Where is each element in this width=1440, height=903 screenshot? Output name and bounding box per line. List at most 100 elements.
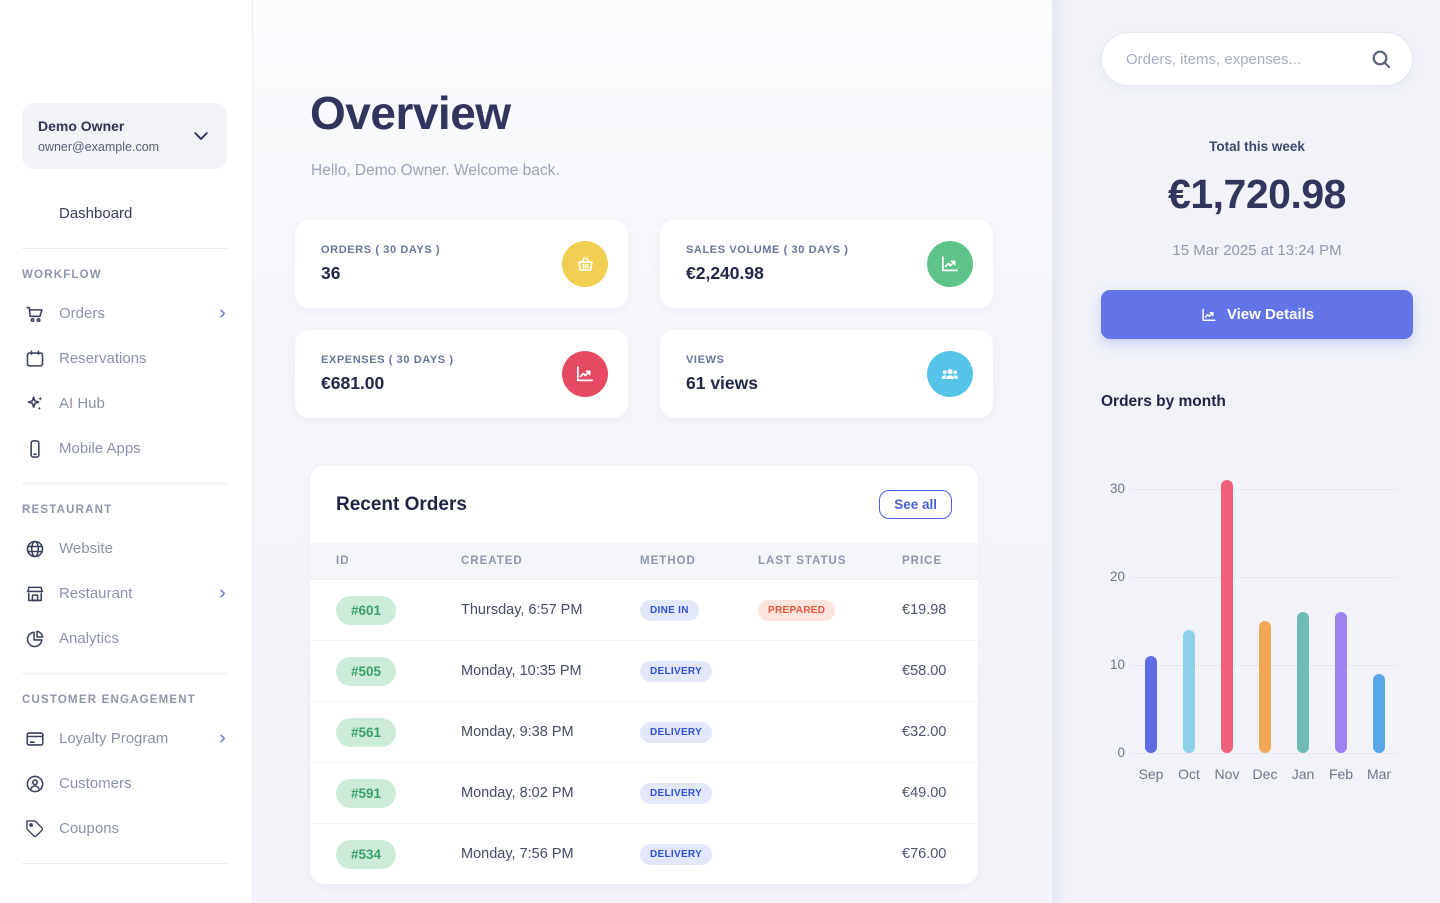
main-content: Overview Hello, Demo Owner. Welcome back… [253, 0, 1052, 903]
bar-mar [1373, 673, 1385, 753]
order-id-badge: #534 [336, 839, 397, 869]
stat-value: 61 views [686, 373, 758, 393]
sidebar-item-ai-hub[interactable]: AI Hub [0, 381, 252, 426]
view-details-button[interactable]: View Details [1101, 290, 1413, 339]
stat-value: €2,240.98 [686, 263, 764, 283]
sidebar-item-label: Coupons [59, 820, 120, 837]
gridline [1133, 489, 1397, 490]
sidebar-item-analytics[interactable]: Analytics [0, 616, 252, 661]
bar-feb [1335, 612, 1347, 753]
order-created: Monday, 8:02 PM [461, 785, 574, 801]
gridline [1133, 577, 1397, 578]
sidebar-item-label: Analytics [59, 630, 120, 647]
page-title: Overview [310, 87, 511, 139]
sidebar-item-loyalty-program[interactable]: Loyalty Program [0, 716, 252, 761]
sidebar-item-label: Restaurant [59, 585, 133, 602]
column-header-created: CREATED [461, 555, 523, 567]
sidebar-item-dashboard[interactable]: Dashboard [0, 191, 252, 236]
sidebar-item-label: Website [59, 540, 113, 557]
sidebar-item-coupons[interactable]: Coupons [0, 806, 252, 851]
column-header-price: PRICE [902, 555, 943, 567]
table-row-601[interactable]: #601 Thursday, 6:57 PM DINE IN PREPARED €19.… [310, 579, 978, 640]
chevron-right-icon [217, 308, 228, 319]
x-tick-label: Mar [1366, 766, 1392, 782]
chevron-down-icon [191, 126, 211, 146]
y-tick-label: 10 [1109, 657, 1125, 672]
order-method-badge: DELIVERY [640, 660, 713, 682]
sidebar-item-reservations[interactable]: Reservations [0, 336, 252, 381]
user-name: Demo Owner [38, 118, 125, 134]
order-id-badge: #561 [336, 717, 397, 747]
total-week-value: €1,720.98 [1168, 171, 1346, 217]
order-method-badge: DINE IN [640, 599, 699, 621]
total-week-label: Total this week [1209, 139, 1305, 154]
sidebar-item-label: Reservations [59, 350, 147, 367]
stat-card-views: VIEWS 61 views [660, 330, 993, 418]
stat-label: EXPENSES ( 30 DAYS ) [321, 354, 454, 366]
stat-value: 36 [321, 263, 341, 283]
view-details-label: View Details [1226, 306, 1315, 323]
order-created: Monday, 10:35 PM [461, 663, 582, 679]
cart-icon [24, 303, 46, 325]
user-circle-icon [24, 773, 46, 795]
column-header-id: ID [336, 555, 350, 567]
sidebar-item-label: Orders [59, 305, 105, 322]
sidebar-item-customers[interactable]: Customers [0, 761, 252, 806]
stat-label: ORDERS ( 30 DAYS ) [321, 244, 441, 256]
stat-label: VIEWS [686, 354, 725, 366]
order-id-badge: #505 [336, 656, 397, 686]
page-greeting: Hello, Demo Owner. Welcome back. [311, 162, 560, 179]
order-price: €19.98 [902, 602, 947, 618]
see-all-button[interactable]: See all [879, 490, 952, 519]
section-label-restaurant: RESTAURANT [22, 504, 113, 516]
order-price: €76.00 [902, 846, 947, 862]
user-menu[interactable]: Demo Owner owner@example.com [22, 103, 227, 169]
basket-icon [562, 241, 608, 287]
order-method-badge: DELIVERY [640, 721, 713, 743]
stat-card-sales-volume-30-days: SALES VOLUME ( 30 DAYS ) €2,240.98 [660, 220, 993, 308]
search-icon[interactable] [1369, 47, 1393, 76]
trend-down-icon [562, 351, 608, 397]
x-tick-label: Nov [1214, 766, 1240, 782]
sidebar-item-mobile-apps[interactable]: Mobile Apps [0, 426, 252, 471]
table-row-591[interactable]: #591 Monday, 8:02 PM DELIVERY €49.00 [310, 762, 978, 823]
table-row-505[interactable]: #505 Monday, 10:35 PM DELIVERY €58.00 [310, 640, 978, 701]
sparkles-icon [24, 393, 46, 415]
divider [22, 483, 227, 484]
chart-title: Orders by month [1101, 393, 1226, 410]
stat-label: SALES VOLUME ( 30 DAYS ) [686, 244, 849, 256]
bar-oct [1183, 629, 1195, 753]
chart-line-icon [1200, 306, 1218, 324]
section-label-workflow: WORKFLOW [22, 269, 102, 281]
trend-up-icon [927, 241, 973, 287]
y-tick-label: 0 [1117, 745, 1125, 760]
order-id-badge: #601 [336, 595, 397, 625]
pie-chart-icon [24, 628, 46, 650]
table-row-534[interactable]: #534 Monday, 7:56 PM DELIVERY €76.00 [310, 823, 978, 884]
sidebar-item-website[interactable]: Website [0, 526, 252, 571]
sidebar-item-restaurant[interactable]: Restaurant [0, 571, 252, 616]
section-label-customer-engagement: CUSTOMER ENGAGEMENT [22, 694, 197, 706]
order-status-badge: PREPARED [758, 599, 836, 621]
divider [22, 673, 227, 674]
x-tick-label: Feb [1328, 766, 1354, 782]
bar-dec [1259, 621, 1271, 753]
chevron-right-icon [217, 733, 228, 744]
x-tick-label: Oct [1178, 766, 1200, 782]
sidebar-item-orders[interactable]: Orders [0, 291, 252, 336]
sidebar-item-label: Customers [59, 775, 132, 792]
calendar-icon [24, 348, 46, 370]
order-created: Thursday, 6:57 PM [461, 602, 583, 618]
sidebar-item-label: Dashboard [59, 205, 133, 222]
order-price: €58.00 [902, 663, 947, 679]
column-header-last-status: LAST STATUS [758, 555, 847, 567]
search-input[interactable] [1101, 32, 1413, 86]
user-email: owner@example.com [38, 140, 160, 154]
stats-grid: ORDERS ( 30 DAYS ) 36 SALES VOLUME ( 30 DA… [295, 220, 1052, 418]
table-row-561[interactable]: #561 Monday, 9:38 PM DELIVERY €32.00 [310, 701, 978, 762]
x-tick-label: Jan [1291, 766, 1315, 782]
sidebar: Demo Owner owner@example.com Dashboard W… [0, 0, 253, 903]
order-id-badge: #591 [336, 778, 397, 808]
sidebar-item-label: AI Hub [59, 395, 105, 412]
tag-icon [24, 818, 46, 840]
